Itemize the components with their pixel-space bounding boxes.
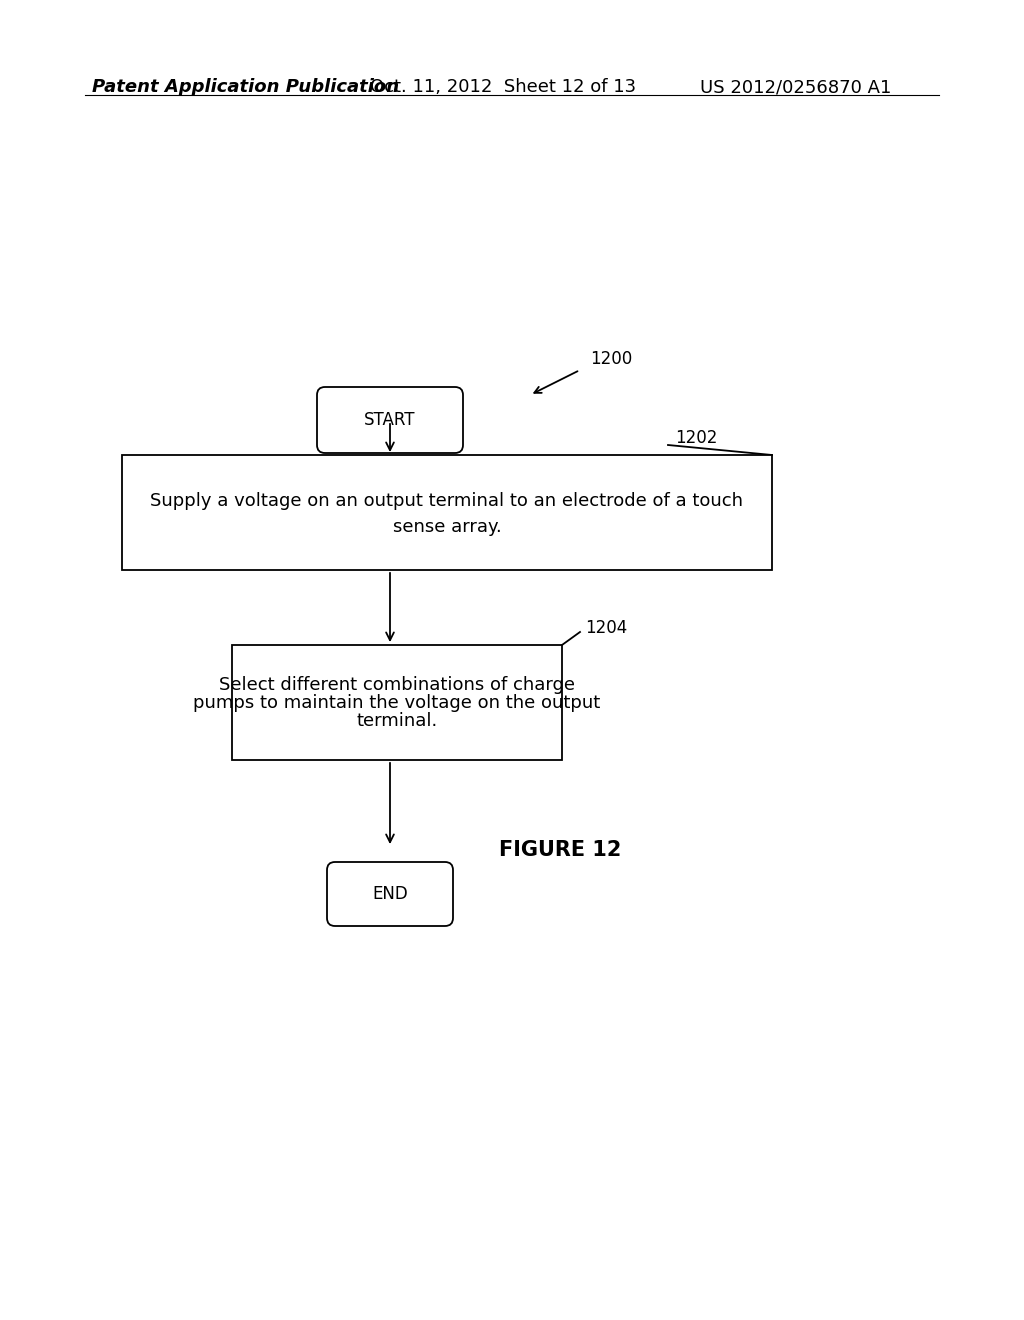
Text: END: END bbox=[372, 884, 408, 903]
Text: Supply a voltage on an output terminal to an electrode of a touch: Supply a voltage on an output terminal t… bbox=[151, 491, 743, 510]
Text: pumps to maintain the voltage on the output: pumps to maintain the voltage on the out… bbox=[194, 693, 601, 711]
Text: 1200: 1200 bbox=[590, 350, 632, 368]
Text: FIGURE 12: FIGURE 12 bbox=[499, 840, 622, 861]
Text: 1204: 1204 bbox=[585, 619, 628, 638]
Text: Select different combinations of charge: Select different combinations of charge bbox=[219, 676, 575, 693]
Text: sense array.: sense array. bbox=[392, 517, 502, 536]
Text: Oct. 11, 2012  Sheet 12 of 13: Oct. 11, 2012 Sheet 12 of 13 bbox=[370, 78, 636, 96]
Text: START: START bbox=[365, 411, 416, 429]
Text: terminal.: terminal. bbox=[356, 711, 437, 730]
Bar bbox=[122, 455, 772, 570]
Text: US 2012/0256870 A1: US 2012/0256870 A1 bbox=[700, 78, 891, 96]
Text: Patent Application Publication: Patent Application Publication bbox=[92, 78, 399, 96]
FancyBboxPatch shape bbox=[317, 387, 463, 453]
Text: 1202: 1202 bbox=[675, 429, 718, 447]
Bar bbox=[232, 645, 562, 760]
FancyBboxPatch shape bbox=[327, 862, 453, 927]
